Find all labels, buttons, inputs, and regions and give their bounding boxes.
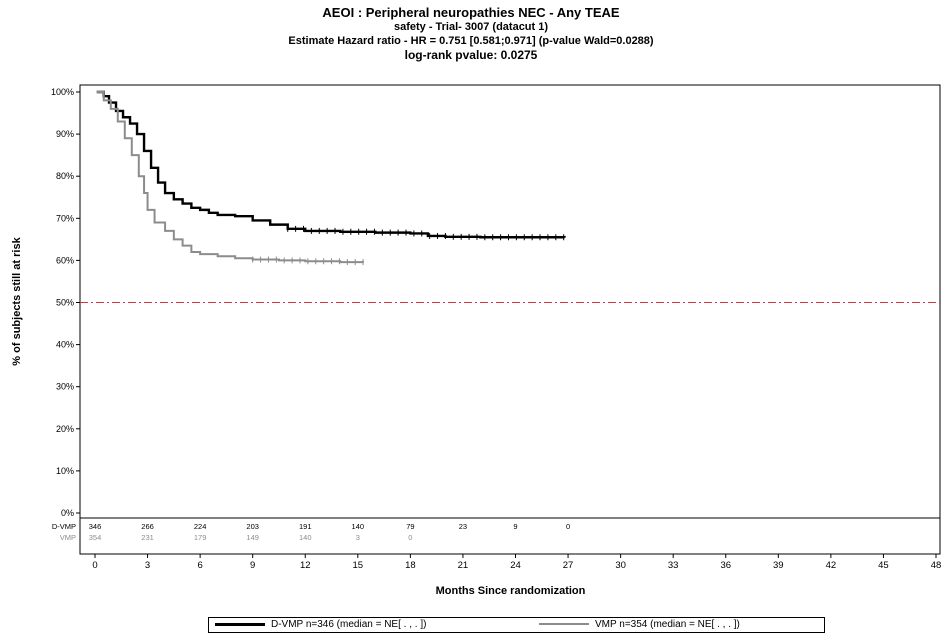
y-tick-label: 40% bbox=[56, 340, 74, 350]
risk-count-dvmp: 23 bbox=[459, 522, 467, 531]
chart-title: AEOI : Peripheral neuropathies NEC - Any… bbox=[322, 5, 620, 20]
y-tick-label: 20% bbox=[56, 424, 74, 434]
legend-label-dvmp: D-VMP n=346 (median = NE[ . , . ]) bbox=[271, 619, 427, 630]
y-tick-label: 70% bbox=[56, 213, 74, 223]
x-tick-label: 42 bbox=[826, 560, 837, 571]
risk-count-vmp: 231 bbox=[141, 533, 154, 542]
y-tick-label: 100% bbox=[51, 87, 74, 97]
risk-count-vmp: 179 bbox=[194, 533, 207, 542]
legend-swatch-dvmp bbox=[215, 622, 265, 626]
plot-frame bbox=[79, 84, 941, 519]
risk-count-vmp: 354 bbox=[89, 533, 102, 542]
series-line-vmp bbox=[96, 91, 365, 264]
risk-count-dvmp: 0 bbox=[566, 522, 570, 531]
chart-legend: D-VMP n=346 (median = NE[ . , . ]) VMP n… bbox=[208, 617, 825, 633]
chart-titles: AEOI : Peripheral neuropathies NEC - Any… bbox=[0, 5, 942, 63]
x-tick-label: 15 bbox=[353, 560, 364, 571]
y-tick-label: 10% bbox=[56, 466, 74, 476]
x-tick-label: 48 bbox=[931, 560, 942, 571]
y-tick-label: 60% bbox=[56, 255, 74, 265]
risk-count-dvmp: 203 bbox=[246, 522, 259, 531]
chart-subtitle-hazard-ratio: Estimate Hazard ratio - HR = 0.751 [0.58… bbox=[288, 35, 654, 47]
x-tick-label: 36 bbox=[720, 560, 731, 571]
risk-row-label-vmp: VMP bbox=[60, 533, 76, 542]
x-tick-label: 12 bbox=[300, 560, 311, 571]
y-tick-label: 0% bbox=[61, 508, 74, 518]
x-tick-label: 9 bbox=[250, 560, 255, 571]
risk-count-dvmp: 9 bbox=[513, 522, 517, 531]
risk-count-vmp: 149 bbox=[246, 533, 259, 542]
legend-label-vmp: VMP n=354 (median = NE[ . , . ]) bbox=[595, 619, 740, 630]
x-tick-label: 24 bbox=[510, 560, 521, 571]
y-axis-label: % of subjects still at risk bbox=[11, 236, 23, 365]
y-tick-label: 30% bbox=[56, 382, 74, 392]
risk-count-vmp: 0 bbox=[408, 533, 412, 542]
risk-count-vmp: 140 bbox=[299, 533, 312, 542]
risk-count-dvmp: 140 bbox=[352, 522, 365, 531]
risk-row-label-dvmp: D-VMP bbox=[52, 522, 76, 531]
x-tick-label: 45 bbox=[878, 560, 889, 571]
chart-subtitle-trial: safety - Trial- 3007 (datacut 1) bbox=[393, 21, 549, 33]
x-tick-label: 39 bbox=[773, 560, 784, 571]
risk-count-dvmp: 266 bbox=[141, 522, 154, 531]
legend-swatch-vmp bbox=[539, 623, 589, 626]
legend-item-vmp: VMP n=354 (median = NE[ . , . ]) bbox=[539, 618, 740, 632]
y-tick-label: 90% bbox=[56, 129, 74, 139]
risk-count-dvmp: 346 bbox=[89, 522, 102, 531]
risk-count-dvmp: 79 bbox=[406, 522, 414, 531]
risk-count-vmp: 3 bbox=[356, 533, 360, 542]
x-tick-label: 3 bbox=[145, 560, 150, 571]
risk-table-frame bbox=[79, 517, 941, 555]
x-tick-label: 0 bbox=[92, 560, 97, 571]
risk-count-dvmp: 191 bbox=[299, 522, 312, 531]
x-tick-label: 27 bbox=[563, 560, 574, 571]
x-tick-label: 18 bbox=[405, 560, 416, 571]
y-tick-label: 50% bbox=[56, 298, 74, 308]
x-axis-label: Months Since randomization bbox=[436, 585, 586, 597]
x-tick-label: 33 bbox=[668, 560, 679, 571]
chart-subtitle-logrank: log-rank pvalue: 0.0275 bbox=[404, 48, 538, 62]
y-tick-label: 80% bbox=[56, 171, 74, 181]
km-chart: 0% 10% 20% 30% 40% 50% 60% 70% 80% 90% 100% % of su… bbox=[11, 84, 942, 597]
series-line-dvmp bbox=[96, 90, 566, 239]
legend-item-dvmp: D-VMP n=346 (median = NE[ . , . ]) bbox=[215, 618, 426, 632]
x-tick-label: 21 bbox=[458, 560, 469, 571]
x-tick-label: 6 bbox=[197, 560, 202, 571]
x-tick-label: 30 bbox=[615, 560, 626, 571]
risk-count-dvmp: 224 bbox=[194, 522, 207, 531]
